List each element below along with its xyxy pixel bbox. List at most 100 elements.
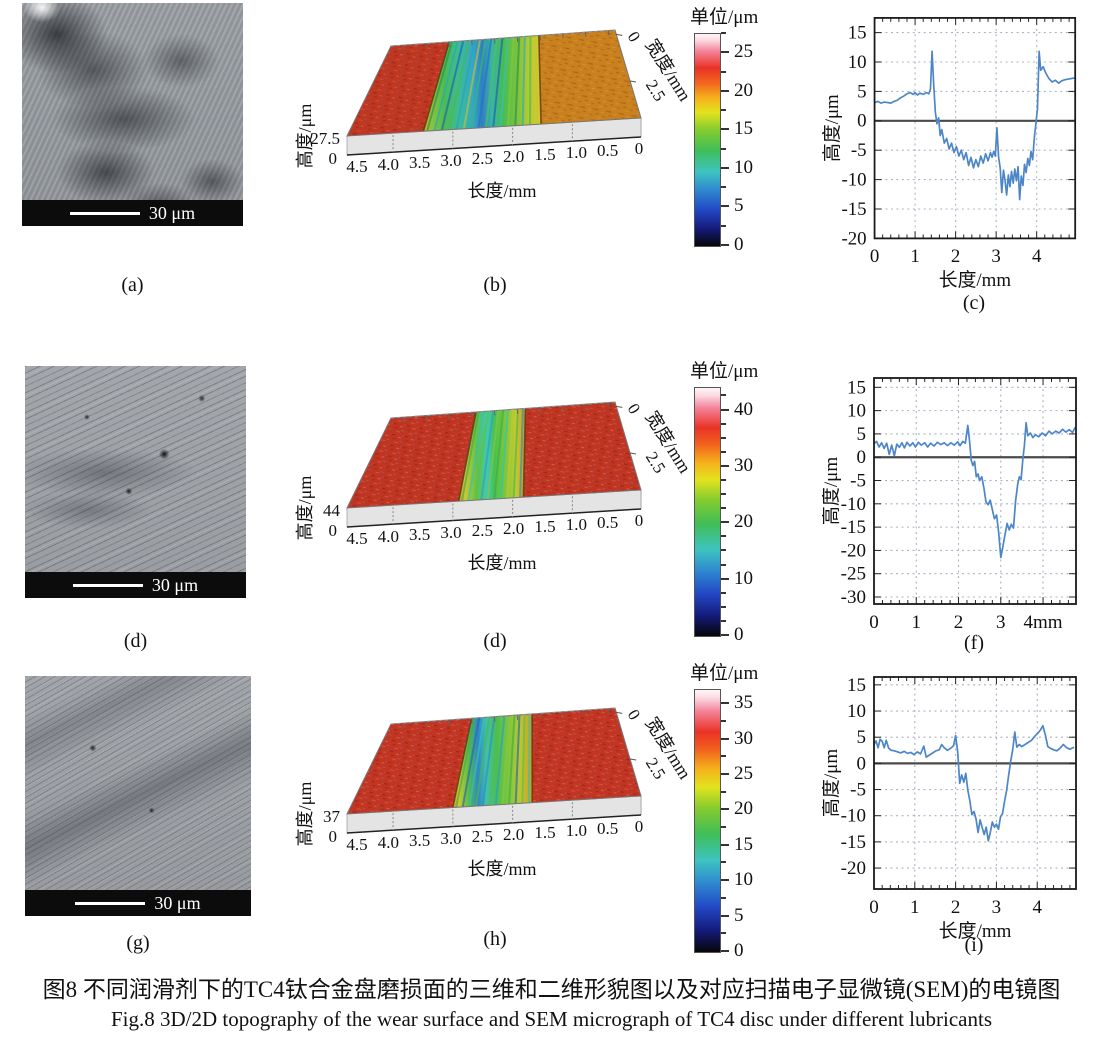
panel-label-h: (h) [483, 928, 507, 950]
colorbar-tick [721, 244, 729, 246]
y-axis-label: 高度/μm [822, 94, 843, 162]
colorbar-tick [721, 436, 726, 439]
y-tick-label: 15 [847, 377, 866, 398]
z-max-tick: 37 [323, 807, 341, 826]
colorbar-title: 单位/μm [690, 7, 759, 28]
colorbar-tick [721, 89, 729, 92]
colorbar-tick-label: 0 [734, 234, 744, 255]
x-tick: 4.0 [378, 527, 399, 546]
colorbar-gradient [694, 689, 721, 953]
colorbar-tick [721, 826, 726, 829]
z-axis-label: 高度/μm [295, 476, 315, 541]
width-tick: 0 [624, 400, 645, 417]
x-tick-label: 2 [951, 246, 960, 267]
colorbar-tick-label: 5 [734, 195, 744, 217]
width-tick: 0 [624, 706, 645, 723]
scale-bar-label: 30 μm [154, 893, 201, 913]
colorbar-tick-label: 30 [734, 454, 753, 476]
x-tick: 4.5 [346, 529, 367, 548]
colorbar-tick [721, 914, 729, 917]
panel-label-c: (c) [962, 292, 986, 314]
x-tick: 3.5 [409, 831, 430, 850]
z-max-tick: 44 [323, 501, 341, 520]
colorbar-tick-label: 35 [734, 692, 753, 714]
panel-label-g: (g) [126, 932, 150, 954]
panel-label-a: (a) [121, 274, 144, 296]
colorbar-tick-label: 10 [734, 567, 753, 589]
x-tick: 2.0 [503, 519, 524, 538]
colorbar-tick [721, 70, 726, 73]
y-tick-label: -5 [851, 140, 867, 161]
x-tick: 0.5 [597, 513, 618, 532]
x-tick-label: 4mm [1024, 612, 1063, 633]
x-axis-label: 长度/mm [939, 269, 1012, 291]
colorbar-tick [721, 464, 729, 467]
panel-label-f: (f) [964, 632, 984, 654]
x-tick: 0 [635, 817, 644, 836]
y-tick-label: -20 [841, 228, 866, 249]
y-tick-label: 10 [847, 401, 866, 422]
colorbar-tick [721, 147, 726, 150]
y-tick-label: 0 [857, 447, 867, 468]
colorbar-tick [721, 932, 726, 935]
x-tick: 0.5 [597, 819, 618, 838]
x-tick: 3.0 [440, 523, 461, 542]
scale-bar-label: 30 μm [151, 575, 199, 595]
x-tick-label: 0 [869, 612, 879, 633]
colorbar-tick [721, 634, 729, 636]
x-tick: 0.5 [597, 141, 618, 160]
z-min-tick: 0 [329, 521, 338, 540]
y-tick-label: -30 [841, 587, 866, 608]
panel-label-d-sem: (d) [123, 630, 148, 652]
y-tick-label: 15 [848, 23, 867, 44]
y-tick-label: -10 [841, 494, 866, 515]
panel-label-d-surface: (d) [483, 630, 507, 652]
colorbar-tick-label: 40 [734, 398, 753, 420]
colorbar-tick [721, 535, 726, 538]
y-tick-label: 0 [857, 753, 867, 774]
x-tick-label: 4 [1032, 897, 1042, 918]
x-tick-label: 3 [996, 612, 1006, 633]
colorbar-d: 单位/μm 0 10 20 30 40 [690, 356, 786, 649]
scale-bar: 30 μm [25, 572, 246, 598]
x-axis-label: 长度/mm [467, 859, 536, 879]
x-tick: 0 [635, 139, 644, 158]
x-tick: 2.5 [472, 149, 493, 168]
y-tick-label: -25 [841, 564, 866, 585]
x-tick-label: 3 [992, 897, 1002, 918]
panel-label-b: (b) [483, 274, 507, 296]
y-tick-label: 0 [857, 111, 866, 132]
scale-bar: 30 μm [25, 890, 251, 916]
colorbar-tick-label: 5 [734, 904, 744, 926]
colorbar-tick [721, 521, 729, 524]
colorbar-tick [721, 549, 726, 552]
x-axis-label: 长度/mm [939, 920, 1012, 942]
colorbar-h: 单位/μm 0 5 10 15 20 25 30 35 [690, 658, 786, 965]
colorbar-tick [721, 109, 726, 112]
colorbar-tick [721, 563, 726, 566]
colorbar-tick [721, 790, 726, 793]
colorbar-tick [721, 507, 726, 510]
colorbar-tick [721, 493, 726, 496]
x-tick: 3.0 [440, 829, 461, 848]
colorbar-tick [721, 879, 729, 882]
profile-line [874, 50, 1075, 201]
sem-image-a: 30 μm [22, 3, 243, 226]
y-tick-label: -15 [841, 199, 866, 220]
caption-en: Fig.8 3D/2D topography of the wear surfa… [110, 1007, 992, 1031]
colorbar-b: 单位/μm 0 5 10 15 20 25 [690, 2, 786, 259]
x-tick-label: 1 [910, 897, 920, 918]
profile-line [873, 421, 1076, 559]
y-axis-label: 高度/μm [822, 749, 842, 817]
colorbar-tick [721, 861, 726, 864]
colorbar-tick-label: 15 [734, 118, 753, 140]
colorbar-title: 单位/μm [690, 361, 759, 382]
scale-bar: 30 μm [22, 200, 243, 226]
x-tick: 4.5 [346, 835, 367, 854]
colorbar-tick [721, 166, 729, 169]
